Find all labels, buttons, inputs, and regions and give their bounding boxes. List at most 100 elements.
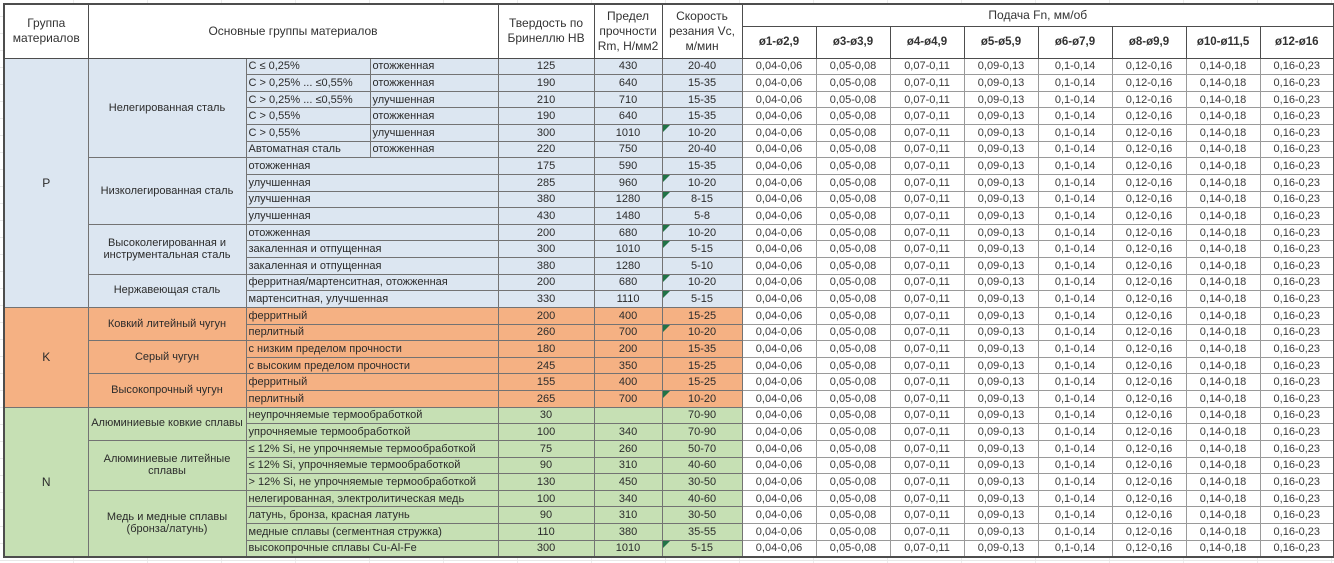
feed-diameter-header: ø12-ø16 [1259,25,1334,59]
feed-value: 0,07-0,11 [889,74,965,92]
feed-value: 0,12-0,16 [1111,356,1187,375]
feed-value: 0,14-0,18 [1185,140,1261,159]
feed-value: 0,09-0,13 [963,523,1039,541]
feed-value: 0,05-0,08 [815,323,891,342]
feed-value: 0,14-0,18 [1185,506,1261,524]
material-detail: отожженная [245,157,499,175]
feed-value: 0,07-0,11 [889,107,965,125]
feed-value: 0,16-0,23 [1259,240,1334,258]
feed-value: 0,12-0,16 [1111,190,1187,209]
feed-value: 0,12-0,16 [1111,373,1187,391]
feed-value: 0,16-0,23 [1259,107,1334,125]
feed-value: 0,05-0,08 [815,523,891,541]
feed-value: 0,12-0,16 [1111,207,1187,225]
feed-value: 0,16-0,23 [1259,306,1334,325]
tensile-strength-value [593,406,663,425]
hardness-hb-value: 265 [497,390,595,408]
feed-value: 0,12-0,16 [1111,257,1187,275]
feed-value: 0,12-0,16 [1111,473,1187,491]
material-detail-treatment: улучшенная [369,124,499,142]
cutting-speed-value: 5-15 [661,539,743,558]
feed-value: 0,07-0,11 [889,523,965,541]
feed-value: 0,14-0,18 [1185,57,1261,76]
feed-value: 0,09-0,13 [963,406,1039,425]
cutting-speed-value: 10-20 [661,273,743,292]
feed-value: 0,14-0,18 [1185,473,1261,491]
feed-value: 0,12-0,16 [1111,57,1187,76]
feed-value: 0,16-0,23 [1259,473,1334,491]
feed-value: 0,04-0,06 [741,124,817,142]
tensile-strength-value: 310 [593,456,663,475]
feed-value: 0,1-0,14 [1037,506,1113,524]
feed-value: 0,04-0,06 [741,140,817,159]
feed-value: 0,1-0,14 [1037,306,1113,325]
hardness-hb-value: 75 [497,439,595,458]
table-row: P Нелегированная сталь C ≤ 0,25% отожженная… [3,57,1334,308]
hardness-hb-value: 380 [497,257,595,275]
feed-value: 0,12-0,16 [1111,489,1187,508]
feed-value: 0,1-0,14 [1037,523,1113,541]
feed-value: 0,1-0,14 [1037,290,1113,308]
cutting-speed-value: 50-70 [661,439,743,458]
feed-value: 0,16-0,23 [1259,539,1334,558]
feed-diameter-header: ø5-ø5,9 [963,25,1039,59]
feed-value: 0,04-0,06 [741,306,817,325]
tensile-strength-value: 400 [593,373,663,391]
feed-value: 0,09-0,13 [963,124,1039,142]
table-row: латунь, бронза, красная латунь 90 310 30-50… [4,506,1334,524]
material-subgroup-name: Высокопрочный чугун [87,373,247,408]
cutting-speed-value: 15-35 [661,74,743,92]
feed-value: 0,16-0,23 [1259,273,1334,292]
note-corner-triangle-icon [663,275,670,282]
feed-value: 0,05-0,08 [815,340,891,358]
feed-value: 0,04-0,06 [741,340,817,358]
feed-value: 0,1-0,14 [1037,257,1113,275]
material-detail: закаленная и отпущенная [245,257,499,275]
feed-value: 0,05-0,08 [815,240,891,258]
tensile-strength-value: 380 [593,523,663,541]
feed-value: 0,04-0,06 [741,473,817,491]
hardness-hb-value: 130 [497,473,595,491]
material-detail: упрочняемые термообработкой [245,423,499,441]
feed-value: 0,09-0,13 [963,207,1039,225]
tensile-strength-value: 640 [593,74,663,92]
feed-value: 0,09-0,13 [963,506,1039,524]
feed-value: 0,1-0,14 [1037,157,1113,175]
material-detail: неупрочняемые термообработкой [245,406,499,425]
feed-value: 0,09-0,13 [963,473,1039,491]
material-detail: ферритная/мартенситная, отожженная [245,273,499,292]
feed-value: 0,1-0,14 [1037,173,1113,192]
feed-value: 0,04-0,06 [741,207,817,225]
material-subgroup-name: Ковкий литейный чугун [87,306,247,342]
material-detail-treatment: отожженная [369,57,499,76]
cutting-speed-value: 70-90 [661,406,743,425]
hardness-hb-value: 245 [497,356,595,375]
material-subgroup-name: Серый чугун [87,340,247,375]
feed-value: 0,09-0,13 [963,107,1039,125]
cutting-speed-value: 15-25 [661,306,743,325]
feed-value: 0,12-0,16 [1111,323,1187,342]
cutting-speed-value: 15-35 [661,90,743,109]
feed-value: 0,05-0,08 [815,489,891,508]
feed-value: 0,12-0,16 [1111,523,1187,541]
feed-value: 0,14-0,18 [1185,107,1261,125]
feed-value: 0,07-0,11 [889,423,965,441]
feed-value: 0,1-0,14 [1037,373,1113,391]
table-row: высокопрочные сплавы Cu-Al-Fe 300 1010 5-15… [4,539,1334,558]
feed-value: 0,07-0,11 [889,390,965,408]
feed-value: 0,1-0,14 [1037,124,1113,142]
feed-value: 0,04-0,06 [741,539,817,558]
feed-value: 0,07-0,11 [889,539,965,558]
feed-value: 0,07-0,11 [889,273,965,292]
feed-value: 0,14-0,18 [1185,207,1261,225]
feed-value: 0,12-0,16 [1111,124,1187,142]
feed-value: 0,05-0,08 [815,173,891,192]
material-detail: улучшенная [245,173,499,192]
tensile-strength-value: 710 [593,90,663,109]
cutting-speed-value: 20-40 [661,140,743,159]
header-brinell-hardness: Твердость по Бринеллю HB [497,3,595,59]
table-row: ≤ 12% Si, упрочняемые термообработкой 90 3… [4,456,1334,475]
feed-value: 0,1-0,14 [1037,406,1113,425]
material-subgroup-name: Нелегированная сталь [87,57,247,159]
hardness-hb-value: 190 [497,74,595,92]
